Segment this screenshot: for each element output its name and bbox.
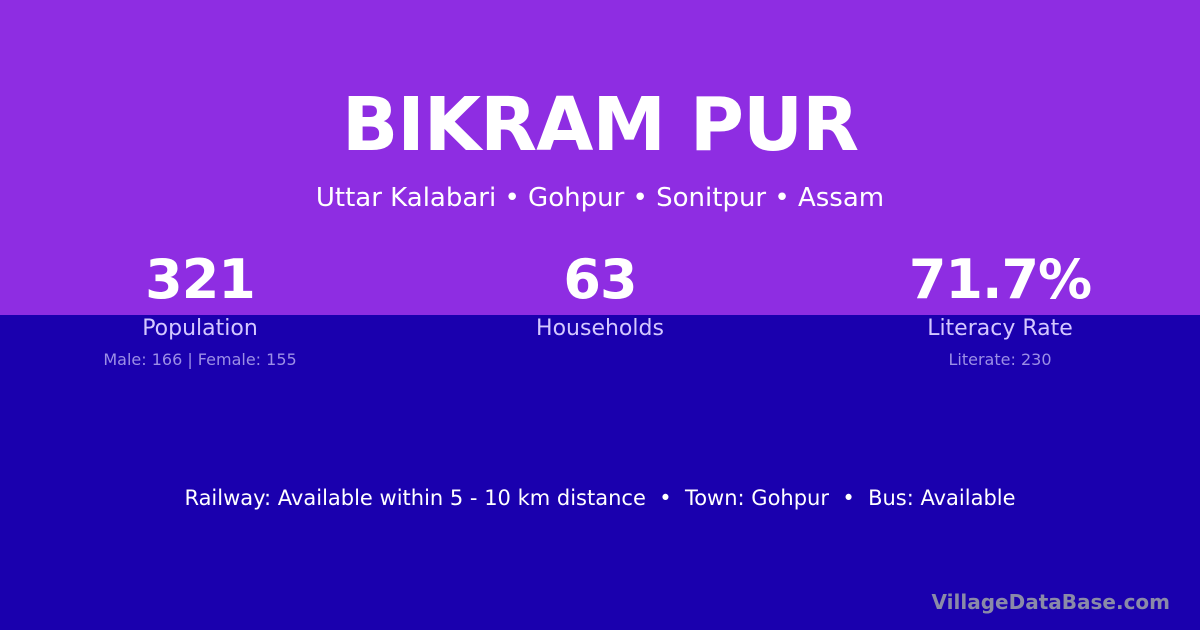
stat-value: 63 bbox=[563, 248, 637, 311]
village-name: BIKRAM PUR bbox=[341, 82, 859, 168]
amenities-line: Railway: Available within 5 - 10 km dist… bbox=[184, 486, 1016, 510]
header-band bbox=[0, 0, 1200, 315]
stat-label: Population bbox=[142, 316, 258, 341]
stat-label: Literacy Rate bbox=[927, 316, 1073, 341]
stat-detail: Male: 166 | Female: 155 bbox=[103, 350, 297, 369]
stat-population: 321 Population Male: 166 | Female: 155 bbox=[0, 248, 400, 370]
stat-value: 71.7% bbox=[908, 248, 1092, 311]
brand-watermark: VillageDataBase.com bbox=[931, 590, 1170, 614]
stat-literacy: 71.7% Literacy Rate Literate: 230 bbox=[800, 248, 1200, 370]
village-location: Uttar Kalabari • Gohpur • Sonitpur • Ass… bbox=[315, 183, 885, 213]
stat-detail: Literate: 230 bbox=[948, 350, 1052, 369]
body-band bbox=[0, 315, 1200, 630]
stat-label: Households bbox=[536, 316, 664, 341]
stat-value: 321 bbox=[145, 248, 256, 311]
stat-households: 63 Households bbox=[400, 250, 800, 344]
